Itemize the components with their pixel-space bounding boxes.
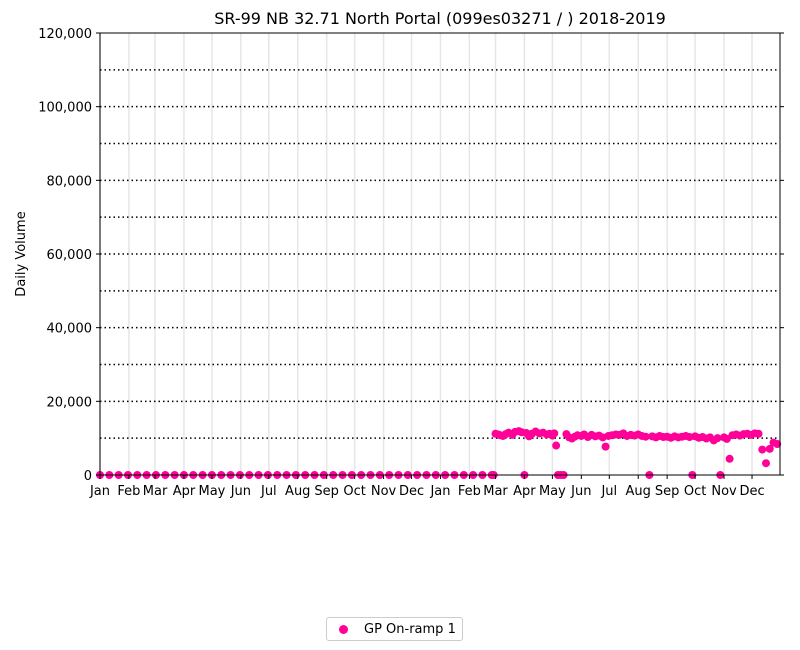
- x-tick-label: Jan: [89, 484, 110, 499]
- data-point: [552, 441, 561, 450]
- data-point: [773, 440, 782, 449]
- x-tick-label: Jul: [600, 484, 617, 499]
- x-tick-label: Jan: [429, 484, 450, 499]
- data-points: [96, 427, 782, 479]
- legend-marker-icon: [339, 624, 348, 634]
- x-tick-label: Nov: [371, 484, 397, 499]
- data-point: [762, 459, 771, 468]
- x-tick-label: Sep: [655, 484, 680, 499]
- y-tick-label: 20,000: [47, 395, 93, 410]
- y-tick-label: 0: [84, 469, 92, 484]
- data-point: [713, 434, 722, 443]
- data-point: [641, 432, 650, 441]
- x-tick-label: May: [539, 484, 566, 499]
- x-tick-label: Dec: [399, 484, 424, 499]
- x-tick-label: Sep: [314, 484, 339, 499]
- horizontal-gridlines: [100, 69, 780, 439]
- data-point: [754, 429, 763, 438]
- x-tick-label: Jul: [260, 484, 277, 499]
- x-tick-label: Mar: [483, 484, 508, 499]
- data-point: [601, 442, 610, 451]
- y-tick-label: 100,000: [38, 101, 92, 116]
- x-tick-label: Apr: [173, 484, 196, 499]
- data-point: [725, 454, 734, 463]
- y-tick-label: 60,000: [47, 248, 93, 263]
- y-tick-label: 40,000: [47, 322, 93, 337]
- x-tick-label: Oct: [684, 484, 706, 499]
- x-tick-label: Aug: [285, 484, 310, 499]
- y-tick-label: 80,000: [47, 174, 93, 189]
- x-tick-label: Jun: [570, 484, 591, 499]
- x-tick-label: Feb: [117, 484, 140, 499]
- chart-title: SR-99 NB 32.71 North Portal (099es03271 …: [214, 9, 666, 28]
- x-tick-label: May: [198, 484, 225, 499]
- data-point: [550, 429, 559, 438]
- x-tick-label: Apr: [513, 484, 536, 499]
- x-tick-label: Nov: [711, 484, 737, 499]
- x-tick-label: Oct: [343, 484, 365, 499]
- x-tick-label: Jun: [230, 484, 251, 499]
- y-axis-label: Daily Volume: [14, 211, 29, 296]
- y-tick-label: 120,000: [38, 27, 92, 42]
- legend: GP On-ramp 1: [326, 617, 463, 641]
- x-tick-label: Dec: [739, 484, 764, 499]
- x-axis-ticks: Jan Feb Mar Apr May Jun Jul Aug Sep Oct Nov Dec Jan F…: [89, 475, 765, 499]
- x-tick-label: Aug: [626, 484, 651, 499]
- legend-label: GP On-ramp 1: [364, 621, 456, 637]
- x-tick-label: Feb: [458, 484, 481, 499]
- data-point: [758, 445, 767, 454]
- y-axis-ticks: 0 20,000 40,000 60,000 80,000 100,000 120,000: [38, 27, 784, 484]
- data-point: [765, 444, 774, 453]
- x-tick-label: Mar: [143, 484, 168, 499]
